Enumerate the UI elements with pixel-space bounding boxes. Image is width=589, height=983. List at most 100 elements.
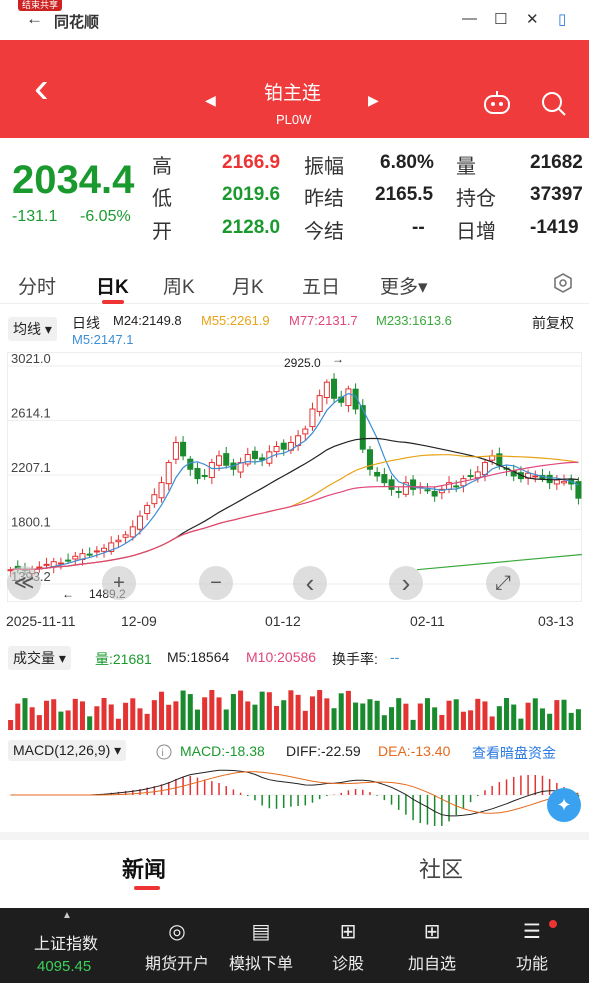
end-share-badge[interactable]: 结束共享 — [18, 0, 63, 11]
volume-bar — [87, 716, 93, 730]
volume-bar — [159, 691, 165, 730]
settle-value: -- — [412, 217, 425, 238]
volume-bar — [446, 700, 452, 730]
dark-pool-link[interactable]: 查看暗盘资金 — [472, 745, 556, 761]
volume-bar — [439, 714, 445, 730]
minimize-icon[interactable]: — — [462, 10, 477, 27]
volume-bar — [51, 699, 57, 730]
maximize-icon[interactable]: ☐ — [494, 11, 508, 28]
diagnose-button[interactable]: ⊞ 诊股 — [308, 918, 388, 974]
candle — [424, 489, 431, 492]
zoom-out-button[interactable]: − — [199, 566, 233, 600]
volume-bar — [554, 700, 560, 730]
news-tab-indicator — [134, 886, 160, 890]
y-tick-label: 3021.0 — [11, 352, 51, 366]
daily-increase-value: -1419 — [530, 217, 579, 238]
tab-community[interactable]: 社区 — [419, 857, 464, 882]
adjust-mode[interactable]: 前复权 — [532, 315, 574, 331]
back-arrow-icon[interactable]: ← — [26, 9, 43, 28]
volume-m5: M5:18564 — [167, 649, 230, 665]
volume-chart[interactable] — [7, 672, 582, 734]
candle — [438, 488, 445, 494]
window-title: 同花顺 — [54, 14, 100, 31]
volume-bar — [410, 719, 416, 730]
side-panel-icon[interactable]: ▯ — [558, 11, 567, 28]
prev-settle-label: 昨结 — [304, 188, 344, 210]
tab-intraday[interactable]: 分时 — [18, 277, 57, 298]
volume-bar — [417, 703, 423, 730]
turnover-label: 换手率: — [332, 651, 378, 667]
next-contract-icon[interactable]: ▶ — [368, 92, 379, 108]
tab-monthly-k[interactable]: 月K — [232, 277, 264, 298]
volume-bar — [58, 711, 64, 730]
candle — [273, 445, 280, 453]
tab-five-day[interactable]: 五日 — [302, 277, 341, 298]
open-label: 开 — [152, 221, 172, 243]
tab-weekly-k[interactable]: 周K — [163, 277, 195, 298]
tab-more[interactable]: 更多▾ — [380, 277, 428, 298]
candle — [316, 395, 323, 412]
close-icon[interactable]: ✕ — [526, 11, 539, 28]
volume-selector[interactable]: 成交量 ▾ — [8, 646, 71, 670]
volume-bar — [489, 716, 495, 730]
volume-bar — [180, 690, 186, 730]
volume-bar — [223, 709, 229, 730]
candle — [122, 534, 129, 538]
macd-selector[interactable]: MACD(12,26,9) ▾ — [8, 740, 127, 761]
volume-bar — [453, 699, 459, 730]
candle — [151, 494, 158, 505]
candle — [395, 490, 402, 493]
volume-bar — [547, 713, 553, 730]
ma-selector[interactable]: 均线 ▾ — [8, 317, 57, 341]
volume-bar — [101, 698, 107, 730]
volume-bar — [123, 702, 129, 730]
candle — [57, 562, 64, 565]
futures-account-button[interactable]: ◎ 期货开户 — [137, 918, 217, 974]
volume-bar — [403, 703, 409, 730]
y-tick-label: 2207.1 — [11, 460, 51, 475]
settings-icon[interactable] — [552, 272, 574, 294]
open-interest-value: 37397 — [530, 184, 583, 205]
info-icon[interactable]: i — [156, 744, 172, 760]
candle — [575, 481, 582, 499]
fullscreen-button[interactable]: ⤢ — [486, 566, 520, 600]
candle — [129, 526, 136, 538]
volume-bar — [202, 697, 208, 730]
scroll-next-button[interactable]: › — [389, 566, 423, 600]
volume-bar — [166, 704, 172, 730]
functions-button[interactable]: ☰ 功能 — [492, 918, 572, 974]
bottom-toolbar: ▲ 上证指数 4095.45 ◎ 期货开户 ▤ 模拟下单 ⊞ 诊股 ⊞ 加自选 … — [0, 908, 589, 983]
macd-info-bar: MACD(12,26,9) ▾ i MACD:-18.38 DIFF:-22.5… — [0, 740, 589, 764]
back-chevron-icon[interactable]: ‹ — [34, 63, 49, 112]
volume-bar — [381, 715, 387, 730]
index-name[interactable]: 上证指数 — [34, 936, 99, 953]
scroll-first-button[interactable]: ≪ — [7, 566, 41, 600]
volume-bar — [230, 694, 236, 730]
volume-bar — [532, 698, 538, 730]
price-change: -131.1 — [12, 208, 58, 225]
macd-chart[interactable] — [7, 764, 582, 826]
open-value: 2128.0 — [222, 217, 281, 238]
candle — [323, 381, 330, 398]
period-label: 日线 — [72, 315, 100, 331]
lightbulb-icon[interactable]: ✦ — [547, 788, 581, 822]
amplitude-value: 6.80% — [380, 152, 434, 173]
robot-icon[interactable] — [482, 90, 512, 116]
zoom-in-button[interactable]: + — [102, 566, 136, 600]
search-icon[interactable] — [540, 90, 568, 118]
simulated-order-button[interactable]: ▤ 模拟下单 — [221, 918, 301, 974]
volume-bar — [65, 710, 71, 730]
dea-value: DEA:-13.40 — [378, 743, 451, 759]
tab-news[interactable]: 新闻 — [122, 857, 167, 882]
add-watchlist-button[interactable]: ⊞ 加自选 — [392, 918, 472, 974]
volume-bar — [396, 698, 402, 730]
diagnose-icon: ⊞ — [339, 921, 357, 943]
prev-contract-icon[interactable]: ◀ — [205, 92, 216, 108]
volume-info-bar: 成交量 ▾ 量:21681 M5:18564 M10:20586 换手率: -- — [0, 646, 589, 670]
scroll-prev-button[interactable]: ‹ — [293, 566, 327, 600]
tab-daily-k[interactable]: 日K — [96, 277, 129, 298]
ma77-value: M77:2131.7 — [289, 313, 358, 328]
ma77-line — [10, 461, 579, 571]
volume-bar — [561, 699, 567, 730]
